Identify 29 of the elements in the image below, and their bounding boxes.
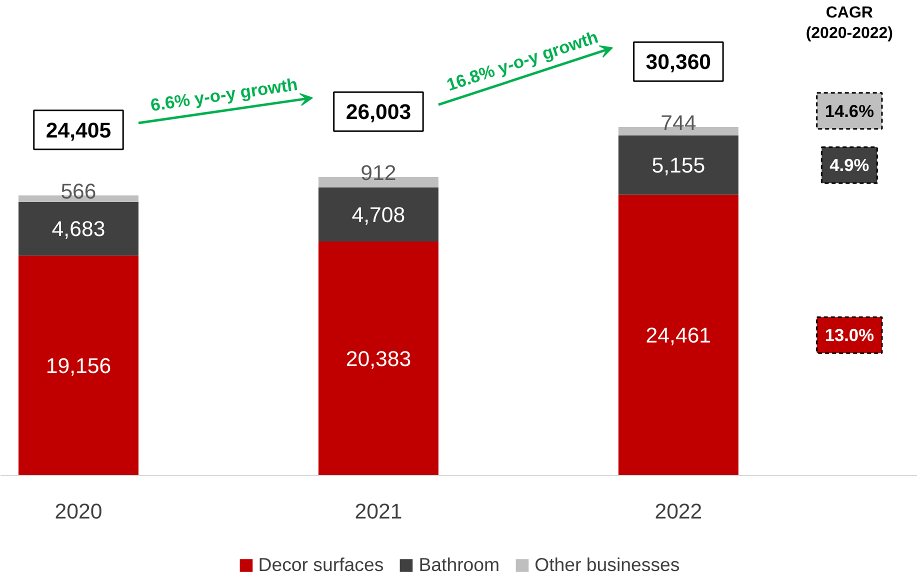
x-tick-label: 2021 [354,500,402,524]
bar [318,242,438,476]
text: 6.6% y-o-y growth [149,74,299,116]
x-tick-label: 2020 [54,500,102,524]
annotation: 13.0% [824,325,874,346]
data-label: 5,155 [652,154,706,178]
total-label: 24,405 [46,118,112,142]
data-label: 912 [360,161,396,186]
text: CAGR (2020-2022) [806,4,893,42]
x-tick-label: 2022 [654,500,702,524]
data-label: 20,383 [346,347,412,372]
data-label: 566 [60,179,96,204]
data-label: 24,461 [646,324,712,348]
total-label: 26,003 [346,100,412,124]
bar [618,194,738,476]
data-label: 4,683 [52,217,106,242]
data-label: 4,708 [352,203,406,228]
legend-label: Bathroom [418,554,500,576]
data-label: 744 [660,111,696,136]
legend-label: Decor surfaces [258,554,384,576]
data-label: 19,156 [46,354,112,378]
annotation: 4.9% [830,155,870,176]
legend-label: Other businesses [534,554,680,576]
bar [318,187,438,242]
text: 14.6% [824,100,874,121]
bar [618,136,738,195]
bar [18,256,138,476]
total-label: 30,360 [646,50,712,74]
bar [18,202,138,256]
